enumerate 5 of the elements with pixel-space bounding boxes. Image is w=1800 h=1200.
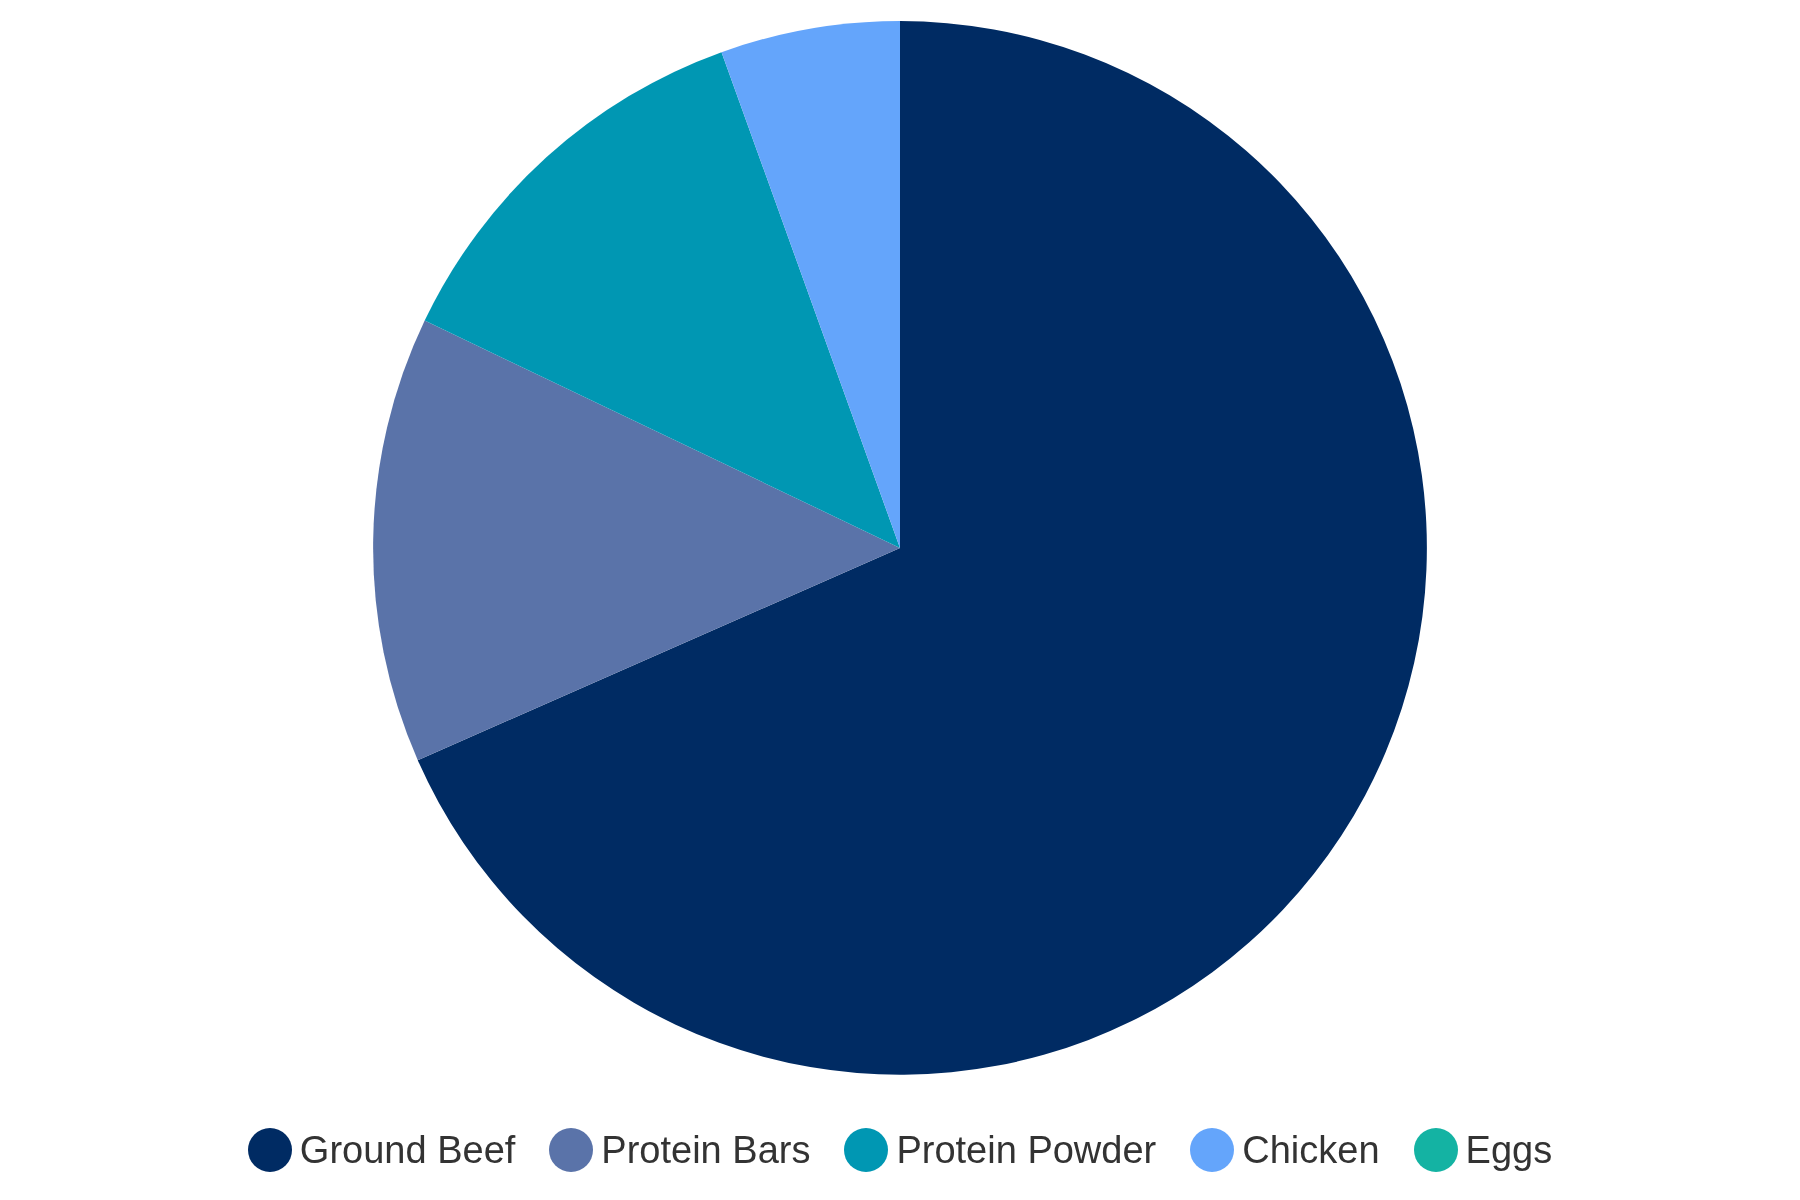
legend-label: Protein Bars bbox=[601, 1128, 811, 1172]
legend-label: Eggs bbox=[1465, 1128, 1553, 1172]
legend-label: Chicken bbox=[1242, 1128, 1380, 1172]
legend-label: Ground Beef bbox=[299, 1128, 516, 1172]
legend-label: Protein Powder bbox=[896, 1128, 1157, 1172]
